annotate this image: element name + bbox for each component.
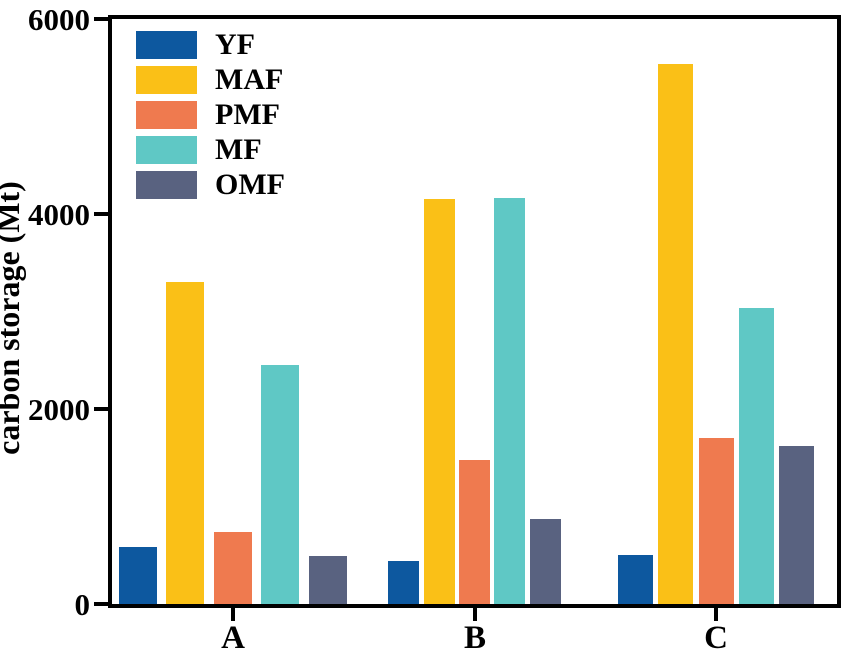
bar-maf-A <box>166 282 204 604</box>
y-tick-label: 4000 <box>28 197 90 232</box>
legend-swatch-pmf <box>136 101 197 129</box>
y-tick-mark <box>94 17 108 21</box>
bar-omf-B <box>530 519 561 604</box>
legend-label: OMF <box>215 168 285 201</box>
legend-item-yf: YF <box>136 28 285 61</box>
legend-label: YF <box>215 28 255 61</box>
bar-omf-A <box>309 556 347 604</box>
x-tick-mark <box>231 608 235 621</box>
y-tick-mark <box>94 407 108 411</box>
legend-item-mf: MF <box>136 133 285 166</box>
bar-yf-A <box>119 547 157 604</box>
y-axis-title: carbon storage (Mt) <box>0 181 26 455</box>
legend-swatch-mf <box>136 136 197 164</box>
legend-swatch-yf <box>136 31 197 59</box>
y-tick-label: 2000 <box>28 392 90 427</box>
legend-item-omf: OMF <box>136 168 285 201</box>
x-tick-label: B <box>463 620 486 655</box>
bar-pmf-B <box>459 460 490 604</box>
bar-maf-C <box>658 64 693 604</box>
bar-mf-C <box>739 308 774 604</box>
legend: YF MAF PMF MF OMF <box>136 28 285 206</box>
bar-maf-B <box>424 199 455 604</box>
x-tick-mark <box>714 608 718 621</box>
y-tick-mark <box>94 212 108 216</box>
bar-yf-C <box>618 555 653 604</box>
y-tick-label: 0 <box>74 587 91 622</box>
bar-mf-A <box>261 365 299 604</box>
x-tick-label: A <box>221 620 245 655</box>
plot-inner: YF MAF PMF MF OMF <box>112 19 837 604</box>
legend-swatch-maf <box>136 66 197 94</box>
legend-item-maf: MAF <box>136 63 285 96</box>
x-tick-mark <box>473 608 477 621</box>
bar-pmf-A <box>214 532 252 604</box>
legend-label: PMF <box>215 98 280 131</box>
x-tick-label: C <box>704 620 728 655</box>
legend-label: MAF <box>215 63 284 96</box>
plot-area: YF MAF PMF MF OMF <box>108 15 841 608</box>
y-tick-label: 6000 <box>28 2 90 37</box>
legend-swatch-omf <box>136 171 197 199</box>
bar-pmf-C <box>699 438 734 604</box>
legend-item-pmf: PMF <box>136 98 285 131</box>
y-tick-mark <box>94 602 108 606</box>
bar-omf-C <box>779 446 814 604</box>
bar-mf-B <box>494 198 525 604</box>
bar-yf-B <box>388 561 419 604</box>
legend-label: MF <box>215 133 262 166</box>
